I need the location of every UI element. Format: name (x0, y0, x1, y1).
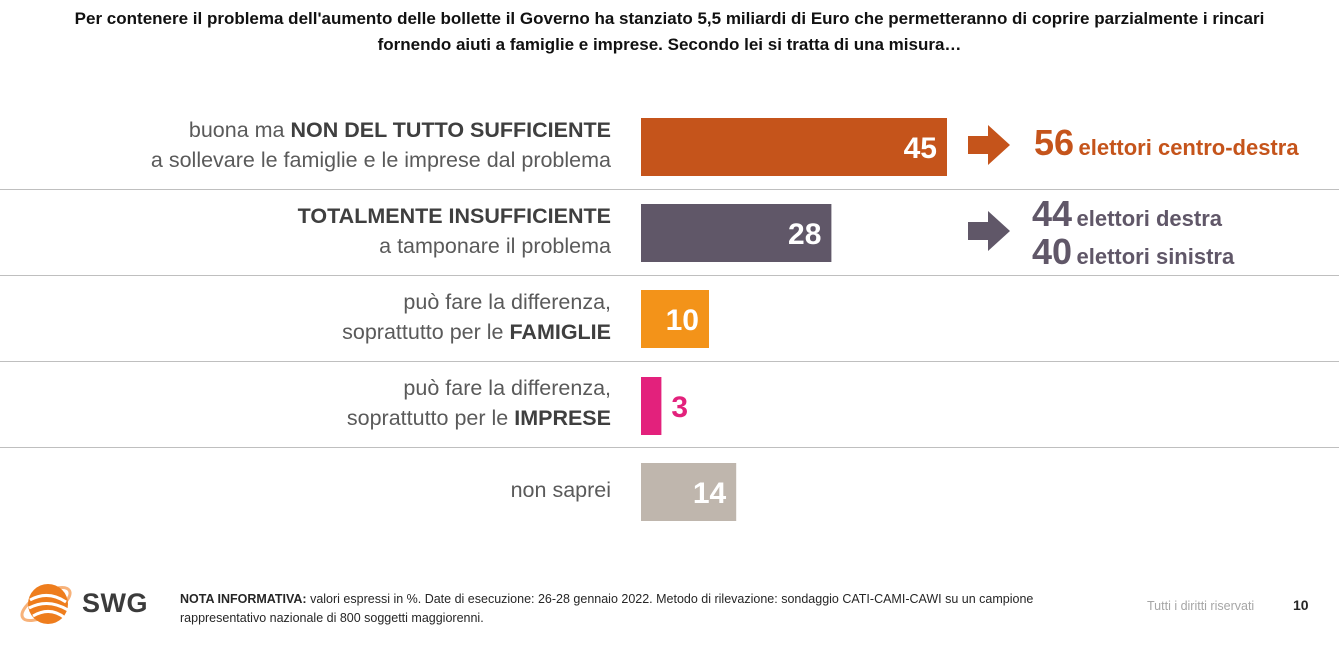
annotation-value: 56 (1034, 122, 1075, 163)
annotation-label: elettori sinistra (1076, 244, 1235, 269)
bar-2 (641, 204, 832, 262)
bar-value-label-4: 3 (671, 391, 688, 424)
category-label-1: buona ma NON DEL TUTTO SUFFICIENTE a sol… (151, 115, 611, 175)
category-label-text: può fare la differenza, (403, 290, 611, 314)
swg-logo-icon (20, 584, 72, 624)
annotation-value: 44 (1032, 193, 1073, 234)
footnote: NOTA INFORMATIVA: valori espressi in %. … (180, 590, 1040, 628)
page-number: 10 (1293, 597, 1309, 613)
bar-value-label-3: 10 (666, 304, 699, 337)
bar-1 (641, 118, 947, 176)
row-divider (0, 189, 1339, 190)
row-divider (0, 447, 1339, 448)
category-label-text: a sollevare le famiglie e le imprese dal… (150, 148, 611, 172)
bar-5 (641, 463, 737, 521)
category-label-text: buona ma (188, 118, 291, 142)
category-label-3: può fare la differenza, soprattutto per … (342, 287, 611, 347)
chart-title-line-1: Per contenere il problema dell'aumento d… (74, 9, 1265, 28)
category-label-bold: TOTALMENTE INSUFFICIENTE (297, 204, 611, 228)
category-label-4: può fare la differenza, soprattutto per … (347, 373, 611, 433)
category-label-bold: FAMIGLIE (509, 320, 611, 344)
annotation-label: elettori centro-destra (1078, 135, 1299, 160)
brand-name: SWG (82, 588, 148, 618)
category-label-text: soprattutto per le (342, 320, 510, 344)
annotation-centro-destra: 56 elettori centro-destra (1034, 122, 1299, 164)
bar-chart: 45 28 10 3 14 (641, 118, 947, 521)
annotation-value: 40 (1032, 231, 1073, 272)
bar-3 (641, 290, 709, 348)
row-divider (0, 361, 1339, 362)
arrow-right-icon (968, 125, 1010, 165)
copyright-text: Tutti i diritti riservati (1147, 599, 1255, 613)
annotation-destra: 44 elettori destra (1032, 193, 1222, 235)
category-label-5: non saprei (511, 475, 611, 505)
category-label-text: non saprei (510, 478, 611, 502)
category-label-text: può fare la differenza, (403, 376, 611, 400)
footnote-text: valori espressi in %. Date di esecuzione… (180, 592, 1034, 625)
arrow-right-icon (968, 211, 1010, 251)
category-label-2: TOTALMENTE INSUFFICIENTE a tamponare il … (298, 201, 611, 261)
chart-title: Per contenere il problema dell'aumento d… (0, 6, 1339, 58)
category-label-text: a tamponare il problema (379, 234, 611, 258)
bar-value-label-2: 28 (788, 218, 821, 251)
bar-value-label-1: 45 (904, 132, 937, 165)
footnote-heading: NOTA INFORMATIVA: (180, 592, 307, 606)
row-divider (0, 275, 1339, 276)
chart-title-line-2: fornendo aiuti a famiglie e imprese. Sec… (377, 35, 962, 54)
annotation-label: elettori destra (1076, 206, 1223, 231)
category-label-text: soprattutto per le (346, 406, 515, 430)
category-label-bold: NON DEL TUTTO SUFFICIENTE (290, 118, 611, 142)
category-label-bold: IMPRESE (514, 406, 611, 430)
bar-value-label-5: 14 (693, 477, 727, 510)
bar-4 (641, 377, 662, 435)
annotation-sinistra: 40 elettori sinistra (1032, 231, 1234, 273)
